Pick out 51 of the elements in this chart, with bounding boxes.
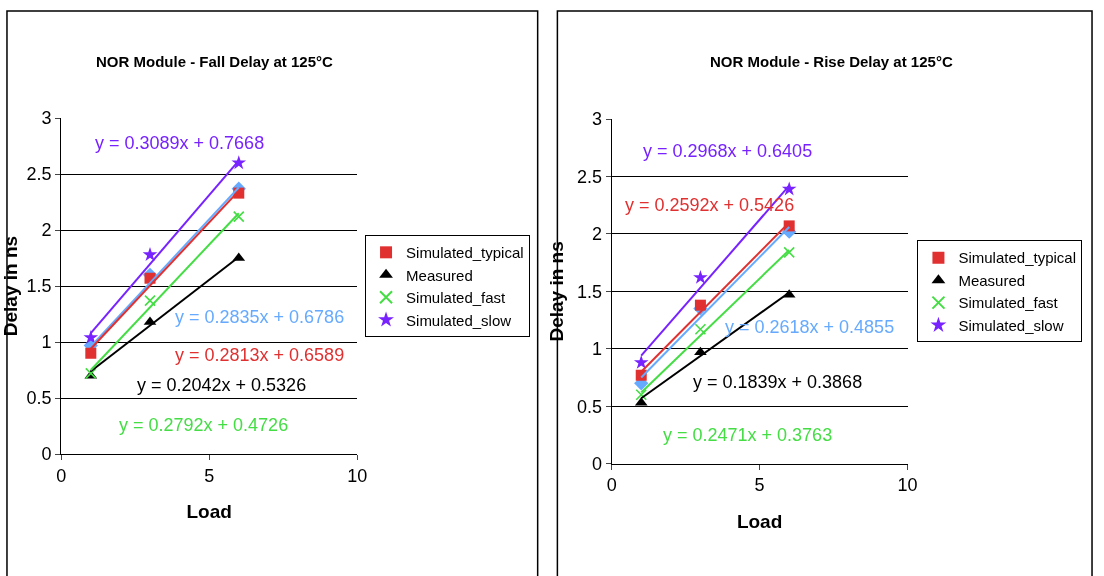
x-tick-label: 0 [56, 465, 67, 486]
point [633, 354, 649, 369]
y-axis-title: Delay in ns [0, 235, 21, 337]
x-tick-label: 5 [754, 475, 765, 496]
chart-title: NOR Module - Fall Delay at 125°C [96, 53, 334, 70]
legend-label: Simulated_typical [958, 249, 1076, 267]
point [694, 299, 706, 311]
point [142, 247, 158, 261]
y-tick-label: 3 [592, 109, 603, 130]
point [635, 388, 648, 401]
annotation: y = 0.1839x + 0.3868 [693, 372, 863, 392]
x-axis-title: Load [736, 511, 783, 533]
point [83, 329, 99, 344]
annotation: y = 0.2792x + 0.4726 [119, 415, 289, 435]
annotation: y = 0.3089x + 0.7668 [95, 133, 265, 153]
legend-label: Measured [958, 271, 1026, 289]
point [85, 347, 97, 359]
y-tick-label: 1 [592, 339, 603, 360]
legend-label: Simulated_typical [406, 244, 524, 262]
x-tick-label: 0 [606, 475, 617, 496]
x-tick-label: 10 [347, 465, 368, 486]
point [783, 246, 795, 259]
annotation: y = 0.2813x + 0.6589 [175, 345, 345, 365]
point [144, 294, 156, 307]
y-tick-label: 0 [41, 444, 52, 465]
legend-label: Simulated_slow [958, 316, 1064, 334]
y-tick-label: 0.5 [26, 388, 52, 409]
y-tick-label: 1 [41, 332, 52, 353]
legend-label: Simulated_fast [958, 294, 1059, 312]
y-tick-label: 1.5 [26, 276, 52, 297]
y-tick-label: 3 [41, 108, 52, 129]
annotation: y = 0.2835x + 0.6786 [175, 307, 345, 327]
y-tick-label: 0.5 [577, 396, 603, 417]
x-tick-label: 10 [897, 475, 918, 496]
point [694, 323, 707, 336]
legend-label: Measured [406, 266, 473, 284]
x-axis-title: Load [186, 501, 232, 523]
x-tick-label: 5 [204, 465, 215, 486]
annotation: y = 0.2471x + 0.3763 [663, 425, 833, 445]
annotation: y = 0.2968x + 0.6405 [643, 141, 813, 161]
y-tick-label: 1.5 [577, 281, 603, 302]
y-tick-label: 2.5 [26, 164, 52, 185]
legend-label: Simulated_fast [406, 289, 507, 307]
legend-label: Simulated_slow [406, 311, 512, 329]
y-tick-label: 2 [592, 224, 603, 245]
chart-title: NOR Module - Rise Delay at 125°C [710, 53, 953, 70]
y-tick-label: 2.5 [577, 166, 603, 187]
y-tick-label: 2 [41, 220, 52, 241]
annotation: y = 0.2042x + 0.5326 [137, 375, 307, 395]
point [693, 269, 708, 284]
point [232, 210, 245, 223]
